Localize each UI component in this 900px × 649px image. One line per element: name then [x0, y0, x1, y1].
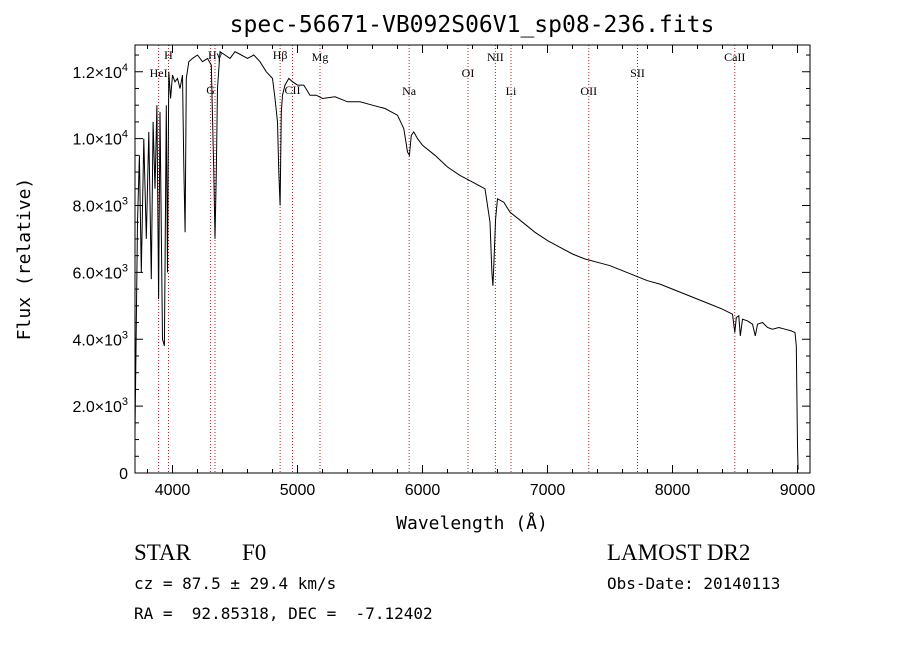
- plot-frame: [134, 44, 811, 474]
- spectral-line-label: HeI: [150, 66, 168, 80]
- x-tick-label: 5000: [280, 482, 316, 499]
- x-tick-label: 4000: [155, 482, 191, 499]
- y-axis: 0 2.0×103 4.0×103 6.0×103 8.0×103 1.0×104 1.2×…: [72, 54, 810, 483]
- y-tick-label: 4.0×103: [72, 329, 128, 349]
- redshift-text: cz = 87.5 ± 29.4 km/s: [134, 574, 337, 593]
- spectral-line-label: Na: [402, 84, 417, 98]
- spectral-line-label: OII: [580, 84, 597, 98]
- subclass: F0: [242, 540, 267, 565]
- y-tick-label: 1.0×104: [72, 129, 128, 149]
- spectral-line-label: CaII: [724, 50, 745, 64]
- spectral-line-label: OI: [462, 66, 475, 80]
- obs-date: Obs-Date: 20140113: [607, 574, 781, 593]
- spectral-line-label: SII: [630, 66, 645, 80]
- spectral-line-label: H: [164, 48, 173, 62]
- x-tick-label: 6000: [405, 482, 441, 499]
- y-tick-label: 0: [119, 466, 128, 483]
- spectral-line-markers: HeI H G Hγ Hβ CII Mg Na OI NII Li OII SII CaII: [150, 45, 745, 473]
- spectral-line-label: Hβ: [273, 48, 288, 62]
- chart-title: spec-56671-VB092S06V1_sp08-236.fits: [230, 12, 715, 38]
- y-tick-label: 1.2×104: [72, 62, 128, 82]
- x-tick-label: 8000: [655, 482, 691, 499]
- y-tick-label: 8.0×103: [72, 196, 128, 216]
- survey-name: LAMOST DR2: [607, 540, 751, 565]
- y-tick-label: 6.0×103: [72, 262, 128, 282]
- spectral-line-label: Hγ: [208, 48, 223, 62]
- spectrum-line: [134, 50, 799, 470]
- y-axis-label: Flux (relative): [14, 178, 35, 341]
- spectral-line-label: CII: [285, 83, 301, 97]
- object-class: STAR: [134, 540, 191, 565]
- x-tick-label: 9000: [780, 482, 816, 499]
- x-axis: 4000 5000 6000 7000 8000 9000: [147, 45, 816, 499]
- spectral-line-label: G: [206, 83, 215, 97]
- spectral-line-label: NII: [487, 50, 504, 64]
- x-axis-label: Wavelength (Å): [396, 512, 548, 534]
- x-tick-label: 7000: [530, 482, 566, 499]
- spectral-line-label: Mg: [312, 50, 329, 64]
- y-tick-label: 2.0×103: [72, 396, 128, 416]
- spectral-line-label: Li: [506, 84, 517, 98]
- coordinates-text: RA = 92.85318, DEC = -7.12402: [134, 604, 433, 623]
